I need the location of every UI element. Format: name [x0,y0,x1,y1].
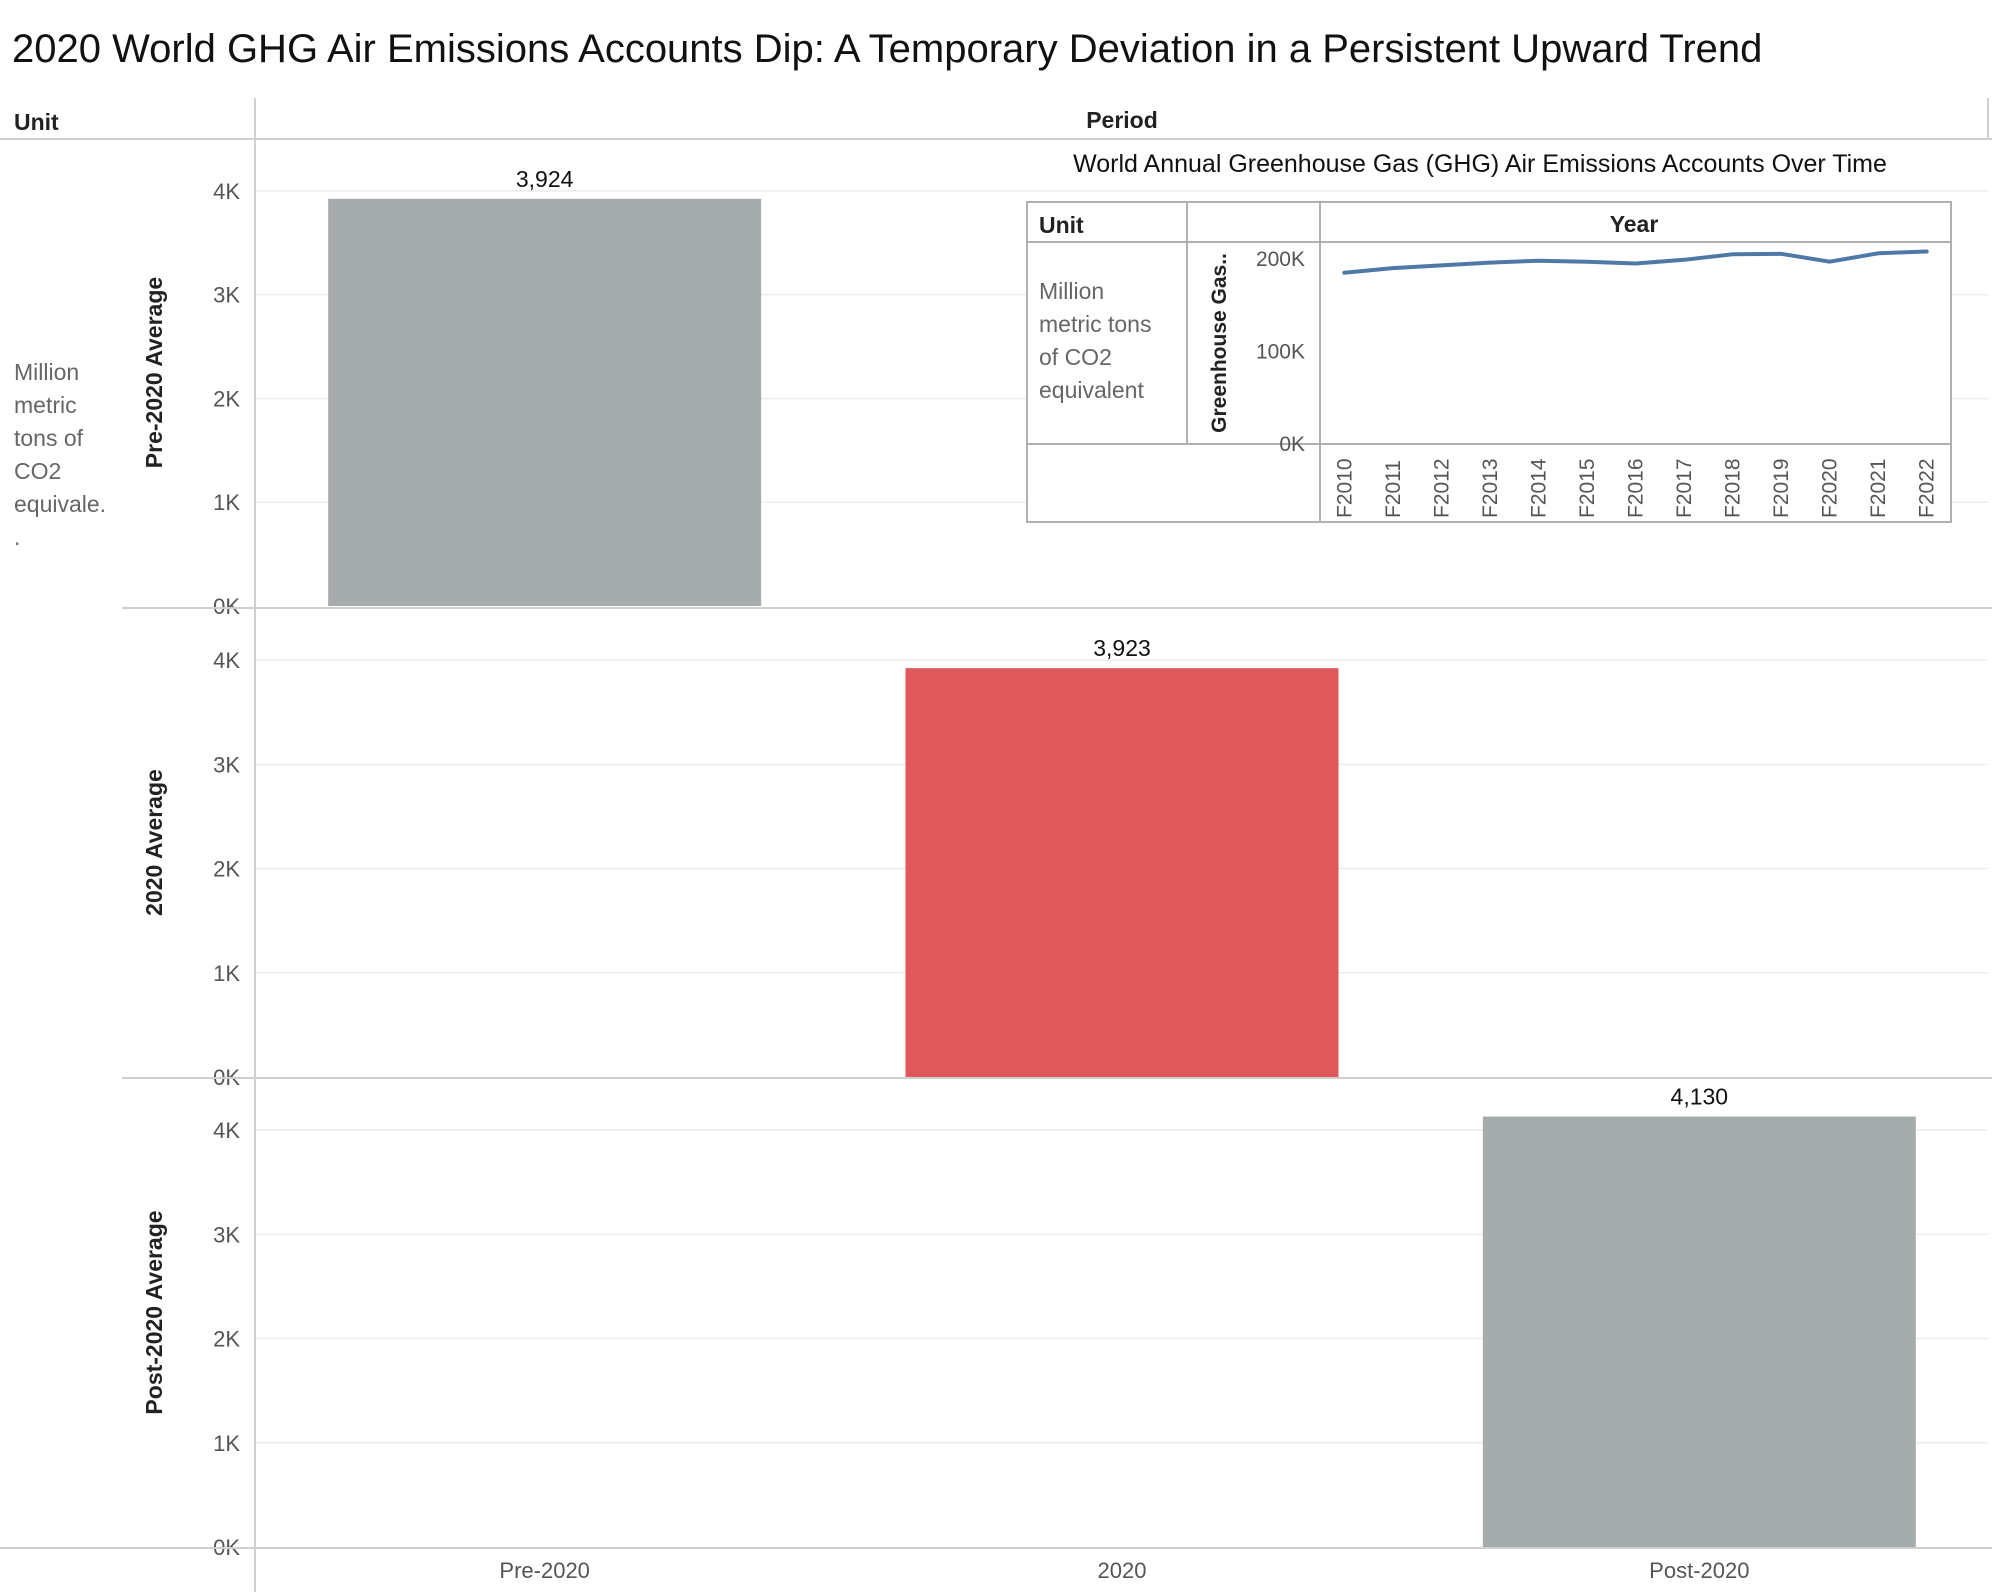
bar-value-label: 4,130 [1671,1084,1729,1110]
inset-x-tick-label: F2015 [1576,458,1599,518]
x-category-label: Pre-2020 [499,1558,590,1583]
inset-x-tick-label: F2012 [1430,458,1453,518]
dashboard-title: 2020 World GHG Air Emissions Accounts Di… [12,27,1762,71]
y-tick-label: 1K [213,1431,240,1456]
y-tick-label: 2K [213,857,240,882]
row-label: 2020 Average [141,769,167,916]
inset-x-tick-label: F2014 [1527,458,1550,518]
bar-panels: 0K 1K 2K 3K 4K Pre-2020 Average 3,924 0K 1K 2K 3K 4… [122,139,1992,1560]
bar-value-label: 3,923 [1093,635,1151,661]
y-tick-label: 3K [213,283,240,308]
inset-unit-line: of CO2 [1039,344,1112,370]
x-axis-labels: Pre-2020 2020 Post-2020 [499,1558,1749,1583]
inset-x-tick-label: F2020 [1819,458,1842,518]
series-point [1779,252,1783,256]
series-point [1682,258,1686,262]
y-tick-label: 2K [213,1327,240,1352]
series-point [1439,263,1443,267]
x-category-label: 2020 [1098,1558,1147,1583]
unit-line: equivale. [14,491,106,517]
y-tick-label: 2K [213,386,240,411]
series-point [1536,259,1540,263]
series-point [1731,252,1735,256]
bar-value-label: 3,924 [516,166,574,192]
series-point [1828,260,1832,264]
unit-line: CO2 [14,458,61,484]
unit-label: Million metric tons of CO2 equivale. . [14,359,112,550]
unit-line: tons of [14,425,84,451]
inset-unit-line: Million [1039,278,1104,304]
y-tick-label: 3K [213,1222,240,1247]
series-point [1585,260,1589,264]
unit-line: metric [14,392,77,418]
inset-unit-line: metric tons [1039,311,1151,337]
y-tick-label: 4K [213,648,240,673]
inset-x-tick-label: F2010 [1333,458,1356,518]
bar [1482,1116,1916,1547]
inset-y-tick-label: 0K [1279,433,1305,456]
inset-y-tick-label: 100K [1256,340,1305,363]
series-point [1488,261,1492,265]
bar [905,668,1339,1077]
unit-header: Unit [14,109,59,135]
y-tick-label: 0K [213,594,240,619]
series-point [1876,251,1880,255]
row-label: Pre-2020 Average [141,277,167,468]
inset-x-tick-label: F2016 [1625,458,1648,518]
inset-x-tick-label: F2019 [1770,458,1793,518]
y-tick-label: 4K [213,179,240,204]
inset-plot-area: 0K 100K 200K F2010 F2011 F2012 F2013 F2014 F2015… [1256,248,1939,518]
inset-x-tick-label: F2021 [1867,458,1890,518]
inset-x-tick-label: F2022 [1916,458,1939,518]
y-tick-label: 3K [213,752,240,777]
row-label: Post-2020 Average [141,1210,167,1414]
y-tick-label: 4K [213,1118,240,1143]
inset-unit-label: Million metric tons of CO2 equivalent [1039,278,1158,403]
unit-line: Million [14,359,79,385]
bar [328,198,762,606]
series-point [1391,266,1395,270]
x-category-label: Post-2020 [1649,1558,1749,1583]
y-tick-label: 1K [213,961,240,986]
inset-year-header: Year [1610,211,1659,237]
inset-y-axis-label: Greenhouse Gas.. [1208,253,1231,433]
inset-y-tick-label: 200K [1256,248,1305,271]
inset-x-tick-label: F2018 [1722,458,1745,518]
y-tick-label: 1K [213,490,240,515]
unit-line: . [14,524,20,550]
series-point [1634,262,1637,266]
inset-unit-line: equivalent [1039,377,1144,403]
inset-unit-header: Unit [1039,212,1084,238]
inset-x-tick-label: F2011 [1382,460,1405,518]
inset-title: World Annual Greenhouse Gas (GHG) Air Em… [1073,150,1887,178]
inset-x-tick-label: F2013 [1479,458,1502,518]
series-point [1925,249,1929,253]
inset-x-tick-label: F2017 [1673,458,1696,518]
period-header: Period [1086,107,1158,133]
inset-line-chart: World Annual Greenhouse Gas (GHG) Air Em… [1026,150,1952,523]
series-point [1342,271,1346,275]
